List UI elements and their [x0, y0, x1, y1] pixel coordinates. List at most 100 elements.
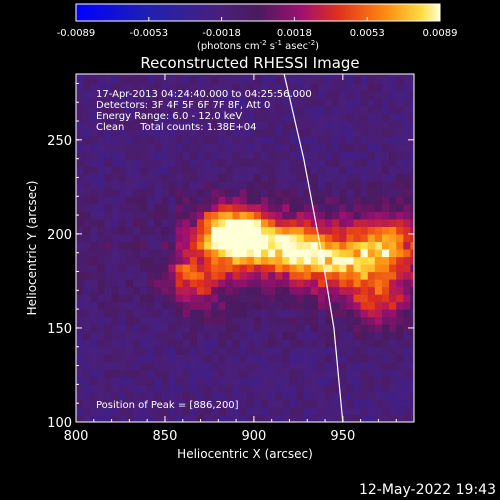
heatmap-cell: [118, 391, 127, 401]
heatmap-cell: [381, 361, 390, 370]
heatmap-cell: [381, 376, 390, 385]
heatmap-cell: [90, 271, 98, 280]
heatmap-cell: [346, 98, 355, 107]
heatmap-cell: [218, 391, 227, 401]
heatmap-cell: [360, 391, 369, 401]
heatmap-cell: [196, 256, 205, 265]
heatmap-cell: [83, 105, 91, 115]
heatmap-cell: [168, 248, 177, 258]
heatmap-cell: [154, 90, 162, 100]
heatmap-cell: [381, 294, 390, 303]
heatmap-cell: [389, 369, 397, 378]
heatmap-cell: [232, 233, 241, 243]
heatmap-cell: [196, 414, 205, 422]
heatmap-cell: [83, 136, 91, 145]
heatmap-cell: [132, 361, 141, 370]
heatmap-cell: [303, 406, 312, 416]
heatmap-cell: [246, 226, 255, 235]
heatmap-cell: [396, 354, 404, 363]
heatmap-cell: [189, 75, 198, 85]
heatmap-cell: [225, 98, 234, 107]
heatmap-cell: [118, 74, 127, 77]
heatmap-cell: [296, 346, 305, 355]
heatmap-cell: [296, 271, 305, 280]
heatmap-cell: [132, 339, 141, 348]
heatmap-cell: [317, 75, 326, 85]
heatmap-cell: [381, 316, 390, 325]
heatmap-cell: [211, 233, 219, 243]
heatmap-cell: [403, 105, 412, 115]
heatmap-cell: [168, 105, 177, 115]
heatmap-cell: [346, 226, 355, 235]
heatmap-cell: [360, 233, 369, 243]
heatmap-cell: [396, 233, 404, 243]
heatmap-cell: [346, 339, 355, 348]
heatmap-cell: [189, 128, 198, 137]
heatmap-cell: [225, 83, 234, 92]
heatmap-cell: [282, 339, 291, 348]
heatmap-cell: [118, 83, 127, 92]
heatmap-cell: [367, 226, 376, 235]
heatmap-cell: [218, 339, 227, 348]
heatmap-cell: [389, 339, 397, 348]
heatmap-cell: [76, 316, 84, 325]
heatmap-cell: [310, 218, 319, 227]
heatmap-cell: [97, 241, 106, 250]
heatmap-cell: [410, 74, 414, 77]
heatmap-cell: [246, 75, 255, 85]
heatmap-cell: [374, 309, 383, 318]
heatmap-cell: [168, 83, 177, 92]
heatmap-cell: [289, 241, 298, 250]
heatmap-cell: [310, 105, 319, 115]
heatmap-cell: [97, 121, 106, 130]
heatmap-cell: [232, 286, 241, 295]
heatmap-cell: [389, 391, 397, 401]
heatmap-cell: [225, 406, 234, 416]
heatmap-cell: [239, 279, 248, 288]
heatmap-cell: [346, 384, 355, 393]
heatmap-cell: [317, 196, 326, 205]
heatmap-cell: [317, 181, 326, 190]
heatmap-cell: [196, 294, 205, 303]
heatmap-cell: [282, 354, 291, 363]
heatmap-cell: [76, 211, 84, 220]
heatmap-cell: [232, 361, 241, 370]
heatmap-cell: [211, 90, 219, 100]
heatmap-cell: [147, 75, 155, 85]
heatmap-cell: [132, 331, 141, 340]
heatmap-cell: [325, 136, 333, 145]
heatmap-cell: [90, 90, 98, 100]
heatmap-cell: [374, 105, 383, 115]
heatmap-cell: [410, 256, 414, 265]
heatmap-cell: [189, 211, 198, 220]
heatmap-cell: [303, 128, 312, 137]
heatmap-cell: [83, 173, 91, 182]
heatmap-cell: [140, 339, 148, 348]
heatmap-cell: [97, 354, 106, 363]
heatmap-cell: [90, 354, 98, 363]
heatmap-cell: [132, 294, 141, 303]
heatmap-cell: [403, 361, 412, 370]
heatmap-cell: [204, 98, 212, 107]
heatmap-cell: [140, 248, 148, 258]
heatmap-cell: [125, 128, 134, 137]
heatmap-cell: [353, 105, 362, 115]
heatmap-cell: [168, 90, 177, 100]
heatmap-cell: [275, 248, 283, 258]
heatmap-cell: [239, 75, 248, 85]
heatmap-cell: [196, 361, 205, 370]
heatmap-cell: [346, 324, 355, 333]
heatmap-cell: [218, 263, 227, 273]
heatmap-cell: [296, 105, 305, 115]
heatmap-cell: [353, 226, 362, 235]
heatmap-cell: [261, 399, 269, 408]
heatmap-cell: [310, 414, 319, 422]
heatmap-cell: [83, 399, 91, 408]
heatmap-cell: [232, 241, 241, 250]
heatmap-cell: [189, 316, 198, 325]
heatmap-cell: [239, 263, 248, 273]
heatmap-cell: [111, 384, 120, 393]
heatmap-cell: [346, 181, 355, 190]
heatmap-cell: [282, 203, 291, 212]
heatmap-cell: [303, 331, 312, 340]
